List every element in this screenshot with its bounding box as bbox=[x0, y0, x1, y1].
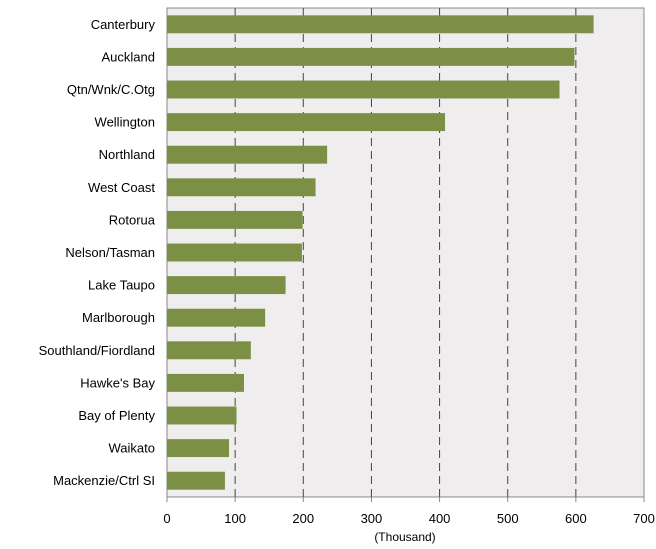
category-label: West Coast bbox=[88, 180, 155, 195]
category-label: Northland bbox=[99, 147, 155, 162]
category-label: Bay of Plenty bbox=[78, 408, 155, 423]
x-tick-label: 400 bbox=[429, 511, 451, 526]
bars bbox=[167, 15, 594, 490]
bar bbox=[167, 113, 446, 132]
category-label: Southland/Fiordland bbox=[39, 343, 155, 358]
category-label: Waikato bbox=[109, 441, 155, 456]
category-label: Rotorua bbox=[109, 212, 156, 227]
category-label: Qtn/Wnk/C.Otg bbox=[67, 82, 155, 97]
category-label: Lake Taupo bbox=[88, 278, 155, 293]
bar bbox=[167, 308, 266, 327]
category-label: Canterbury bbox=[91, 17, 156, 32]
x-axis-title: (Thousand) bbox=[374, 530, 435, 544]
category-label: Mackenzie/Ctrl SI bbox=[53, 473, 155, 488]
category-label: Hawke's Bay bbox=[80, 375, 155, 390]
category-label: Wellington bbox=[95, 115, 155, 130]
bar bbox=[167, 471, 225, 490]
x-tick-label: 300 bbox=[361, 511, 383, 526]
bar bbox=[167, 80, 560, 99]
x-tick-label: 200 bbox=[292, 511, 314, 526]
bar bbox=[167, 276, 286, 295]
bar bbox=[167, 145, 328, 164]
category-labels: Canterbury Auckland Qtn/Wnk/C.Otg Wellingto… bbox=[39, 17, 156, 488]
bar bbox=[167, 406, 237, 425]
x-tick-label: 0 bbox=[163, 511, 170, 526]
category-label: Marlborough bbox=[82, 310, 155, 325]
category-label: Nelson/Tasman bbox=[65, 245, 155, 260]
bar bbox=[167, 341, 251, 360]
category-label: Auckland bbox=[102, 49, 155, 64]
x-tick-label: 100 bbox=[224, 511, 246, 526]
bar bbox=[167, 178, 316, 197]
bar bbox=[167, 15, 594, 34]
x-tick-labels: 0 100 200 300 400 500 600 700 bbox=[163, 497, 655, 526]
x-tick-label: 600 bbox=[565, 511, 587, 526]
x-tick-label: 700 bbox=[633, 511, 655, 526]
bar bbox=[167, 243, 302, 262]
bar bbox=[167, 439, 230, 458]
bar bbox=[167, 47, 575, 66]
bar bbox=[167, 210, 303, 229]
bar bbox=[167, 373, 245, 392]
x-tick-label: 500 bbox=[497, 511, 519, 526]
